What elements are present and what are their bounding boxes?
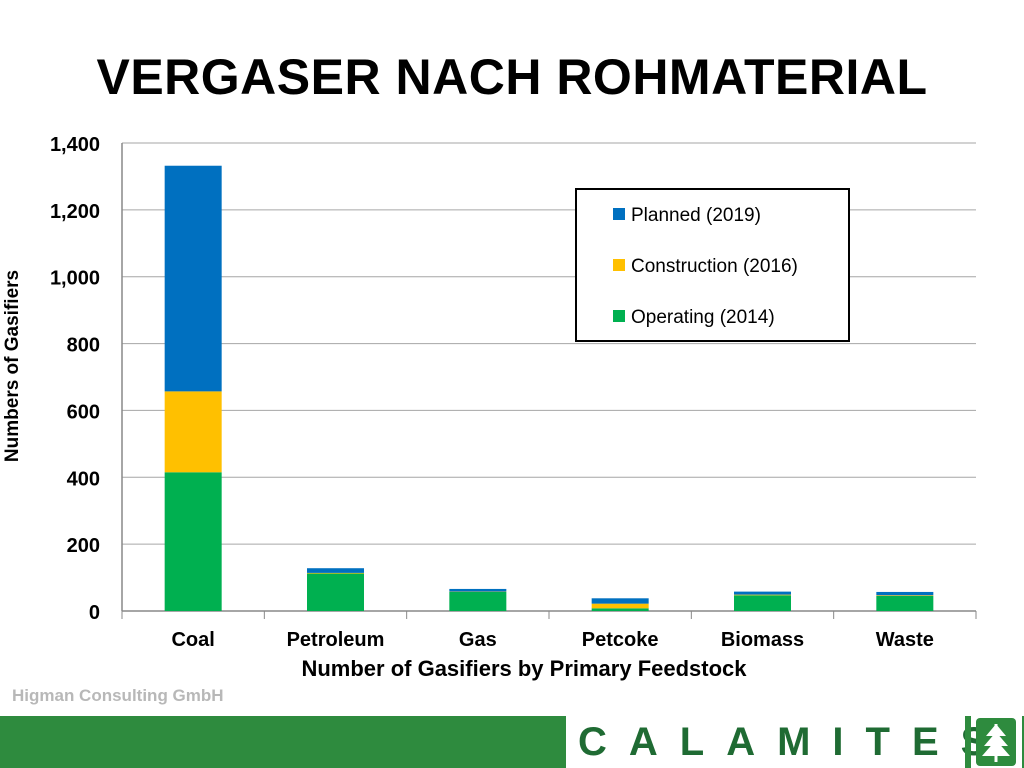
- bar-segment: [449, 591, 507, 611]
- bar-segment: [164, 472, 222, 611]
- y-axis-ticks: 0 200 400 600 800 1,000 1,200 1,400: [50, 134, 100, 624]
- bar-segment: [734, 594, 791, 596]
- bar-segment: [307, 572, 364, 574]
- x-tick-label: Coal: [171, 629, 214, 651]
- bar-segment: [734, 595, 791, 611]
- bar-segment: [449, 588, 507, 592]
- y-tick-label: 600: [67, 401, 100, 423]
- bar-segment: [307, 568, 364, 573]
- y-tick-label: 400: [67, 468, 100, 490]
- bar-segment: [876, 595, 934, 611]
- y-tick-label: 1,200: [50, 201, 100, 223]
- bar-segment: [591, 603, 649, 609]
- x-axis-ticks: Coal Petroleum Gas Petcoke Biomass Waste: [171, 629, 933, 651]
- legend: Planned (2019) Construction (2016) Operati…: [575, 188, 850, 342]
- brand-name: CALAMITES: [578, 720, 1010, 764]
- bar-segment: [734, 591, 791, 595]
- x-tick-label: Gas: [459, 629, 497, 651]
- bar-segment: [164, 165, 222, 392]
- x-tick-label: Waste: [876, 629, 934, 651]
- legend-entry: Planned (2019): [631, 205, 761, 226]
- bar-chart: 0 200 400 600 800 1,000 1,200 1,400 Coal Petrole…: [2, 134, 977, 681]
- bar-segment: [591, 608, 649, 611]
- y-tick-label: 800: [67, 335, 100, 357]
- bar-segment: [307, 573, 364, 611]
- legend-swatch: [613, 310, 625, 322]
- footer-logo-area: [566, 716, 1022, 768]
- bars: [164, 165, 934, 611]
- y-axis-label: Numbers of Gasifiers: [2, 270, 23, 462]
- x-tick-label: Petcoke: [582, 629, 659, 651]
- slide-title: VERGASER NACH ROHMATERIAL: [96, 49, 928, 105]
- credit-text: Higman Consulting GmbH: [12, 686, 224, 705]
- logo-divider: [965, 716, 971, 768]
- y-tick-label: 200: [67, 535, 100, 557]
- x-tick-label: Petroleum: [287, 629, 385, 651]
- x-axis-label: Number of Gasifiers by Primary Feedstock: [301, 656, 747, 681]
- legend-entry: Operating (2014): [631, 307, 775, 328]
- x-tick-label: Biomass: [721, 629, 804, 651]
- bar-segment: [591, 598, 649, 604]
- legend-swatch: [613, 259, 625, 271]
- y-tick-label: 1,400: [50, 134, 100, 156]
- bar-segment: [876, 595, 934, 596]
- legend-swatch: [613, 208, 625, 220]
- y-tick-label: 0: [89, 602, 100, 624]
- legend-entry: Construction (2016): [631, 256, 798, 277]
- tree-icon: [976, 718, 1016, 766]
- bar-segment: [876, 591, 934, 596]
- bar-segment: [164, 391, 222, 473]
- y-tick-label: 1,000: [50, 268, 100, 290]
